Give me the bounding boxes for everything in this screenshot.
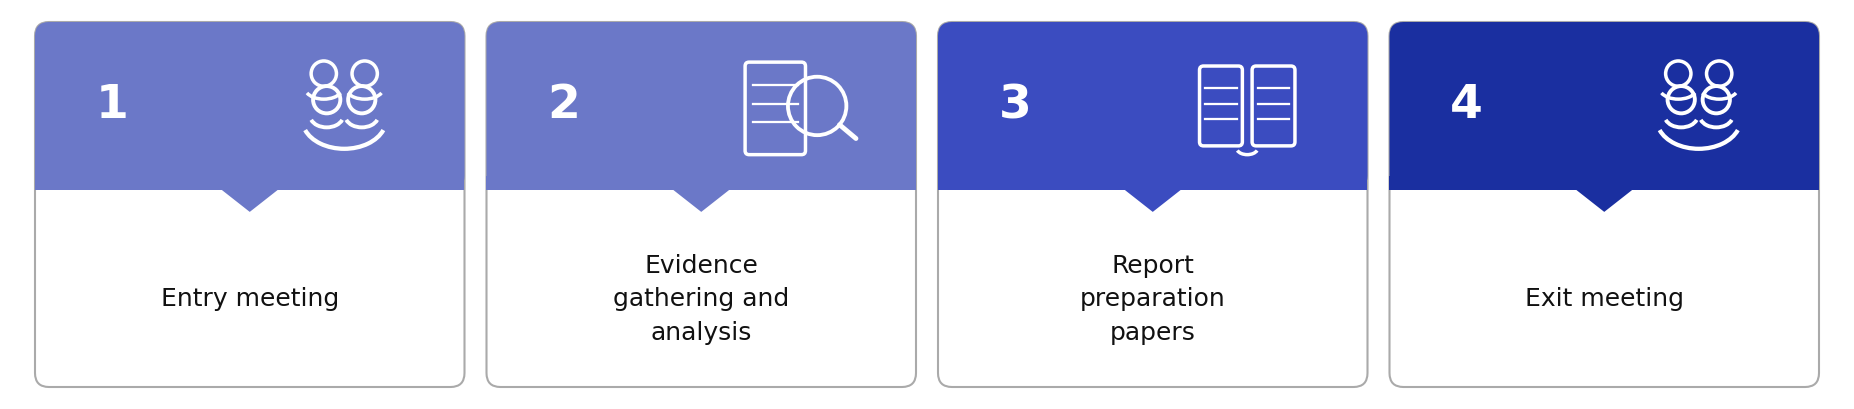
Text: 1: 1 bbox=[96, 83, 128, 128]
Text: Evidence
gathering and
analysis: Evidence gathering and analysis bbox=[614, 254, 790, 345]
FancyBboxPatch shape bbox=[486, 22, 916, 387]
Bar bbox=[35, 176, 465, 190]
FancyBboxPatch shape bbox=[1389, 22, 1819, 190]
Text: Entry meeting: Entry meeting bbox=[161, 288, 339, 311]
FancyBboxPatch shape bbox=[35, 22, 465, 387]
FancyBboxPatch shape bbox=[938, 22, 1368, 190]
Text: 3: 3 bbox=[999, 83, 1031, 128]
FancyBboxPatch shape bbox=[938, 22, 1368, 387]
Polygon shape bbox=[673, 190, 729, 212]
FancyBboxPatch shape bbox=[35, 22, 465, 190]
Polygon shape bbox=[1576, 190, 1632, 212]
Text: Exit meeting: Exit meeting bbox=[1524, 288, 1683, 311]
Polygon shape bbox=[222, 190, 278, 212]
FancyBboxPatch shape bbox=[486, 22, 916, 190]
Bar bbox=[486, 176, 916, 190]
Bar bbox=[938, 176, 1368, 190]
FancyBboxPatch shape bbox=[1389, 22, 1819, 387]
Text: 4: 4 bbox=[1450, 83, 1483, 128]
Text: 2: 2 bbox=[547, 83, 580, 128]
Polygon shape bbox=[1125, 190, 1181, 212]
Bar bbox=[1389, 176, 1819, 190]
Text: Report
preparation
papers: Report preparation papers bbox=[1079, 254, 1225, 345]
